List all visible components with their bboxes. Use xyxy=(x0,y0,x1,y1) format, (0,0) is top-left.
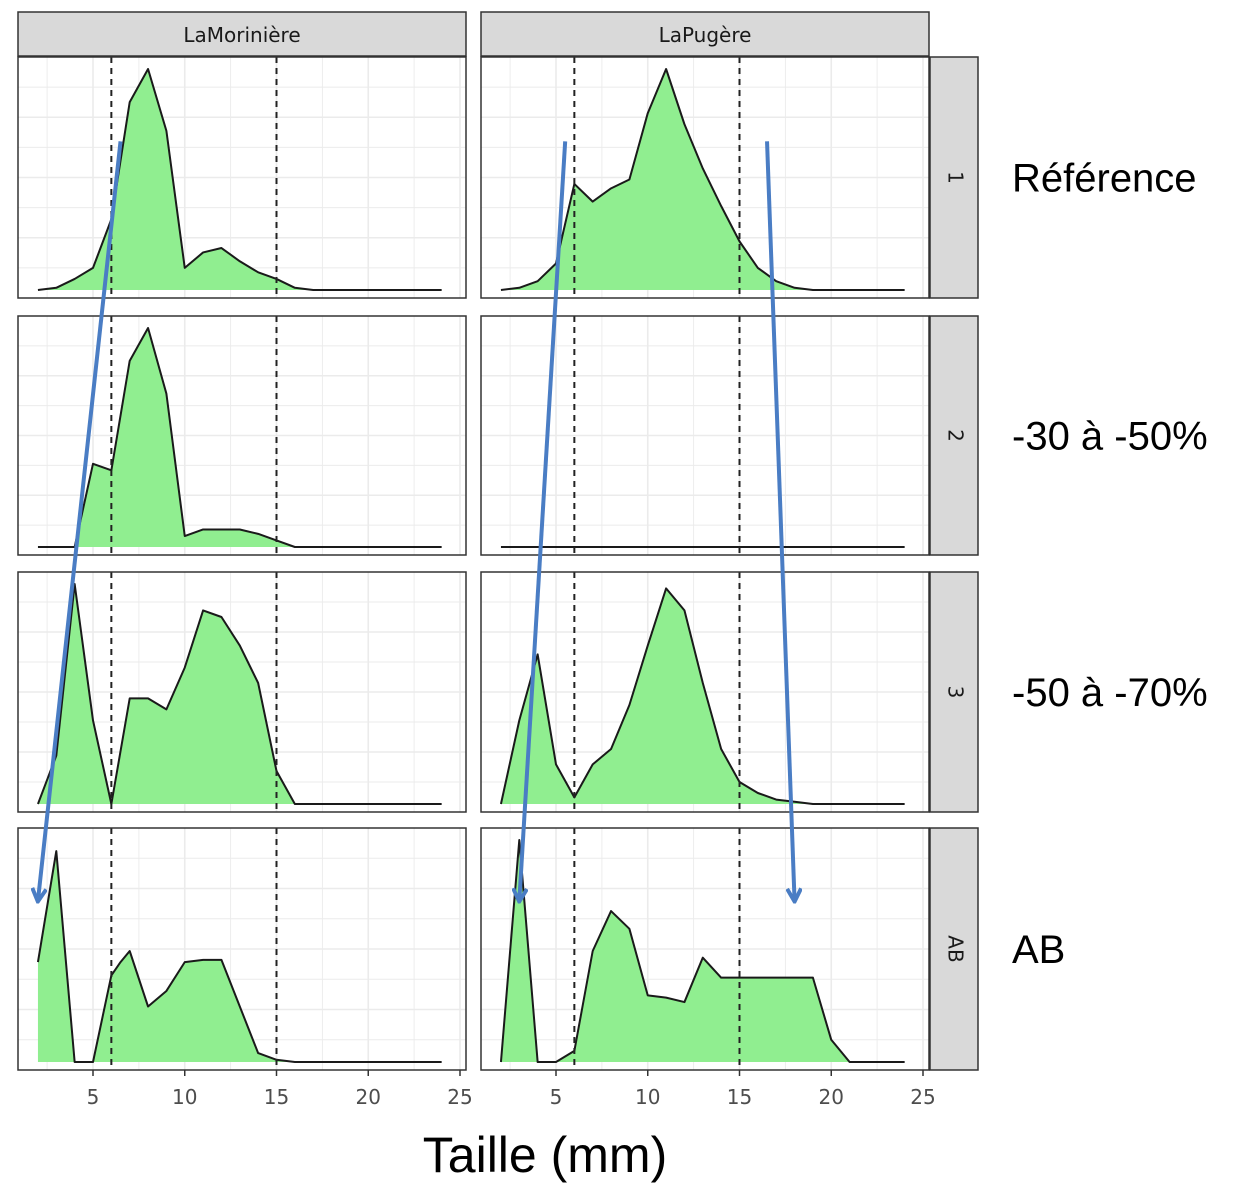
trend-arrow xyxy=(765,141,795,900)
row-annotation: AB xyxy=(1012,928,1065,972)
density-line xyxy=(37,68,442,291)
panel-border xyxy=(480,571,930,813)
facet-panel xyxy=(480,56,930,299)
row-strip xyxy=(929,827,979,1071)
row-annotation: Référence xyxy=(1012,157,1197,201)
density-area xyxy=(37,69,442,290)
facet-panel xyxy=(17,315,467,556)
panel-border xyxy=(480,315,930,556)
density-area xyxy=(37,328,442,547)
x-tick-label: 15 xyxy=(727,1085,752,1109)
row-strip-label: 3 xyxy=(944,686,968,699)
panel-border xyxy=(480,827,930,1071)
density-area xyxy=(500,840,905,1062)
row-annotation: -30 à -50% xyxy=(1012,415,1208,459)
row-strip xyxy=(929,56,979,299)
density-line xyxy=(500,68,905,291)
x-tick-label: 25 xyxy=(910,1085,935,1109)
row-annotation: -50 à -70% xyxy=(1012,671,1208,715)
column-strip xyxy=(17,11,467,57)
row-strip xyxy=(929,315,979,556)
x-tick-label: 15 xyxy=(264,1085,289,1109)
row-strip-label: 2 xyxy=(944,429,968,442)
facet-panel xyxy=(17,56,467,299)
trend-arrow xyxy=(519,141,568,900)
density-line xyxy=(37,583,442,805)
column-strip-label: LaPugère xyxy=(659,23,752,47)
x-axis-label: Taille (mm) xyxy=(423,1127,667,1183)
panel-border xyxy=(480,56,930,299)
density-area xyxy=(500,588,905,804)
panel-border xyxy=(17,827,467,1071)
row-strip-label: 1 xyxy=(944,171,968,184)
density-line xyxy=(499,839,905,1063)
facet-panel xyxy=(480,571,930,813)
x-tick-label: 5 xyxy=(550,1085,563,1109)
x-tick-label: 20 xyxy=(356,1085,381,1109)
x-tick-label: 25 xyxy=(447,1085,472,1109)
x-tick-label: 10 xyxy=(172,1085,197,1109)
trend-arrow xyxy=(38,141,123,900)
density-line xyxy=(499,587,905,805)
density-area xyxy=(37,851,442,1062)
facet-panel xyxy=(17,571,467,813)
x-tick-label: 5 xyxy=(87,1085,100,1109)
x-tick-label: 20 xyxy=(819,1085,844,1109)
facet-panel xyxy=(17,827,467,1071)
panel-border xyxy=(17,571,467,813)
facet-panel xyxy=(480,315,930,556)
facet-panel xyxy=(480,827,930,1071)
x-tick-label: 10 xyxy=(635,1085,660,1109)
panel-border xyxy=(17,315,467,556)
density-line xyxy=(36,850,442,1063)
column-strip xyxy=(480,11,930,57)
density-area xyxy=(37,584,442,804)
column-strip-label: LaMorinière xyxy=(183,23,300,47)
row-strip-label: AB xyxy=(944,935,968,962)
density-line xyxy=(37,327,442,548)
panel-border xyxy=(17,56,467,299)
density-area xyxy=(500,69,905,290)
row-strip xyxy=(929,571,979,813)
